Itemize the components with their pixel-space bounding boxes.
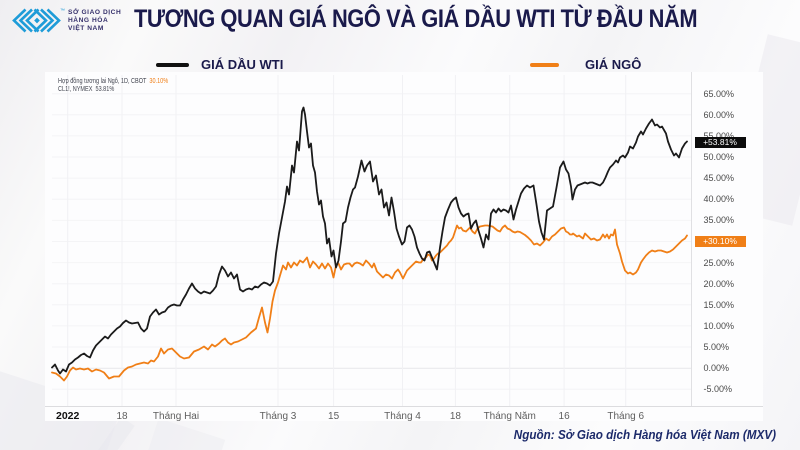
svg-text:™: ™ (60, 8, 65, 14)
